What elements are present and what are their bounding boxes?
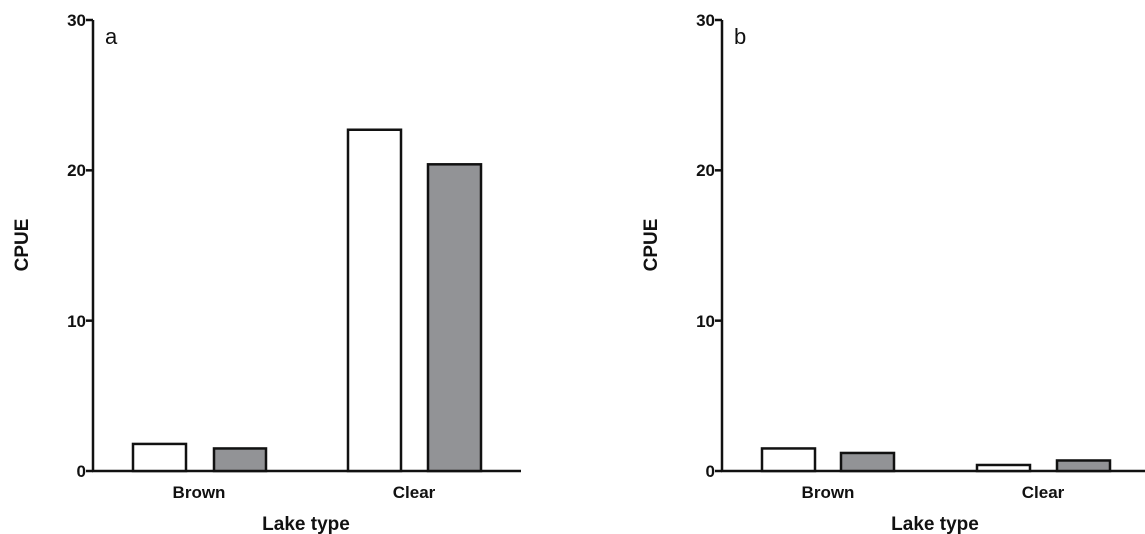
y-axis-title: CPUE xyxy=(12,219,33,272)
panel-label: a xyxy=(105,24,118,49)
y-tick-label: 30 xyxy=(67,11,86,30)
bar-brown-series-1 xyxy=(760,447,817,473)
panel-label: b xyxy=(734,24,746,49)
y-tick-label: 10 xyxy=(696,312,715,331)
x-axis-title: Lake type xyxy=(891,514,979,534)
y-axis-title: CPUE xyxy=(641,219,662,272)
x-tick-label: Clear xyxy=(393,483,436,502)
x-tick-label: Brown xyxy=(173,483,226,502)
bar-brown-series-2 xyxy=(212,447,268,473)
bar-clear-series-2 xyxy=(426,163,483,473)
bar-brown-series-1 xyxy=(131,442,188,473)
bar-clear-series-1 xyxy=(975,463,1032,473)
x-tick-label: Brown xyxy=(802,483,855,502)
x-tick-label: Clear xyxy=(1022,483,1065,502)
y-tick-label: 30 xyxy=(696,11,715,30)
bar-clear-series-2 xyxy=(1055,459,1112,473)
bar-clear-series-1 xyxy=(346,128,403,473)
bar-brown-series-2 xyxy=(839,451,896,473)
y-tick-label: 0 xyxy=(77,462,86,481)
x-axis-title: Lake type xyxy=(262,514,350,534)
y-tick-label: 0 xyxy=(706,462,715,481)
y-tick-label: 20 xyxy=(696,161,715,180)
y-tick-label: 20 xyxy=(67,161,86,180)
panel-a: a 0 10 20 30 Brown Clear Lake type CPUE xyxy=(12,11,521,534)
panel-b: b 0 10 20 30 Brown Clear Lake type CPUE xyxy=(641,11,1145,534)
y-tick-label: 10 xyxy=(67,312,86,331)
